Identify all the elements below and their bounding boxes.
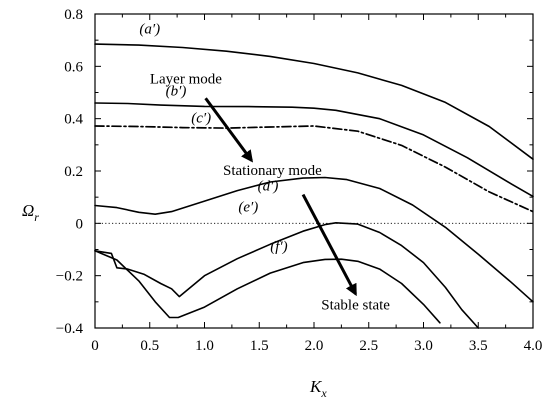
series-line-5 xyxy=(94,222,480,329)
x-tick-label: 3.5 xyxy=(469,338,488,354)
curve-layer xyxy=(94,43,534,329)
annotation-label: Stable state xyxy=(321,298,390,314)
y-tick-label: −0.4 xyxy=(56,321,84,337)
y-tick-label: 0.2 xyxy=(64,164,83,180)
annotation-label: (b′) xyxy=(166,84,187,100)
annotation-label: Layer mode xyxy=(150,71,222,87)
y-tick-label: 0.6 xyxy=(64,59,83,75)
axis-layer: 0 0.5 1.0 1.5 2.0 2.5 3.0 3.5 4.0 0.8 0.6 0.4 0.2 0 −0… xyxy=(56,7,543,354)
annotation-label: (e′) xyxy=(238,200,258,216)
series-line-4 xyxy=(94,176,534,303)
annotation-label: (a′) xyxy=(139,22,160,38)
annotation-label: (f′) xyxy=(270,239,287,255)
x-tick-label: 2.5 xyxy=(359,338,378,354)
x-tick-label: 1.5 xyxy=(250,338,269,354)
series-line-2 xyxy=(94,102,534,198)
y-tick-label: −0.2 xyxy=(56,269,83,285)
x-axis-title: Kx xyxy=(309,377,327,400)
series-line-1 xyxy=(94,43,534,160)
annotation-label: Stationary mode xyxy=(223,163,322,179)
y-tick-label: 0.4 xyxy=(64,112,83,128)
series-line-3 xyxy=(94,125,534,213)
y-axis-title: Ωr xyxy=(22,201,39,224)
x-tick-label: 0 xyxy=(91,338,99,354)
y-tick-label: 0 xyxy=(76,216,84,232)
x-tick-label: 1.0 xyxy=(195,338,214,354)
trend-arrow-2 xyxy=(301,193,357,297)
x-tick-label: 0.5 xyxy=(140,338,159,354)
trend-arrow-1 xyxy=(204,97,254,163)
series-line-6 xyxy=(94,250,441,324)
annotation-layer: (a′) Layer mode(b′)(c′) Stationary mode(d′… xyxy=(139,22,390,314)
x-tick-label: 2.0 xyxy=(305,338,324,354)
x-tick-label: 4.0 xyxy=(524,338,543,354)
annotation-label: (c′) xyxy=(191,111,211,127)
x-tick-label: 3.0 xyxy=(414,338,433,354)
annotation-label: (d′) xyxy=(258,179,279,195)
y-tick-label: 0.8 xyxy=(64,7,83,23)
